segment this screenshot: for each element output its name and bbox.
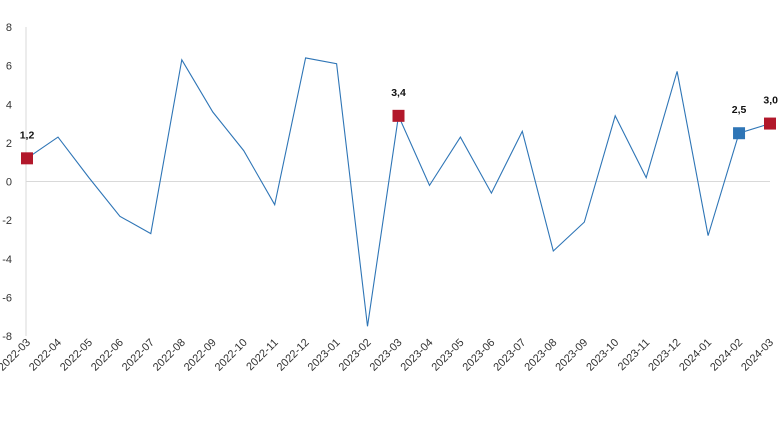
x-tick-label: 2024-02 [708, 337, 745, 374]
y-tick-label: 0 [6, 177, 12, 189]
x-tick-label: 2024-03 [739, 337, 776, 374]
y-tick-label: -6 [2, 292, 12, 304]
y-tick-label: 6 [6, 61, 12, 73]
highlight-marker [21, 152, 33, 165]
data-label: 3,4 [391, 87, 406, 99]
x-tick-label: 2023-03 [368, 337, 405, 374]
x-tick-label: 2022-04 [27, 337, 64, 374]
highlight-markers: 1,2 3,4 2,5 3,0 [20, 87, 778, 165]
x-tick-label: 2022-08 [151, 337, 188, 374]
x-tick-label: 2023-09 [553, 337, 590, 374]
y-tick-label: 2 [6, 138, 12, 150]
x-tick-label: 2022-07 [120, 337, 157, 374]
highlight-marker [392, 109, 405, 122]
x-tick-label: 2023-10 [584, 337, 621, 374]
x-tick-label: 2022-09 [182, 337, 219, 374]
y-tick-label: -4 [2, 254, 12, 266]
x-tick-label: 2022-05 [58, 337, 95, 374]
x-tick-label: 2023-04 [399, 337, 436, 374]
highlight-marker [733, 127, 746, 140]
x-tick-label: 2022-10 [213, 337, 250, 374]
x-tick-label: 2023-08 [522, 337, 559, 374]
x-tick-label: 2023-06 [460, 337, 497, 374]
y-tick-label: -8 [2, 331, 12, 343]
x-tick-label: 2023-01 [306, 337, 343, 374]
x-tick-label: 2022-12 [275, 337, 312, 374]
y-tick-label: -2 [2, 215, 12, 227]
x-axis-ticks: 2022-032022-042022-052022-062022-072022-… [0, 337, 776, 374]
y-tick-label: 8 [6, 22, 12, 34]
data-label: 1,2 [20, 129, 35, 141]
highlight-marker [764, 117, 776, 130]
x-tick-label: 2024-01 [677, 337, 714, 374]
data-label: 2,5 [732, 104, 747, 116]
x-tick-label: 2023-02 [337, 337, 374, 374]
y-tick-label: 4 [6, 99, 12, 111]
x-tick-label: 2023-11 [616, 337, 652, 373]
y-axis-ticks: -8 -6 -4 -2 0 2 4 6 8 [2, 22, 12, 343]
x-tick-label: 2022-06 [89, 337, 126, 374]
x-tick-label: 2022-11 [244, 337, 280, 373]
x-tick-label: 2023-12 [646, 337, 683, 374]
x-tick-label: 2023-05 [430, 337, 467, 374]
x-tick-label: 2023-07 [491, 337, 528, 374]
data-label: 3,0 [763, 95, 778, 107]
